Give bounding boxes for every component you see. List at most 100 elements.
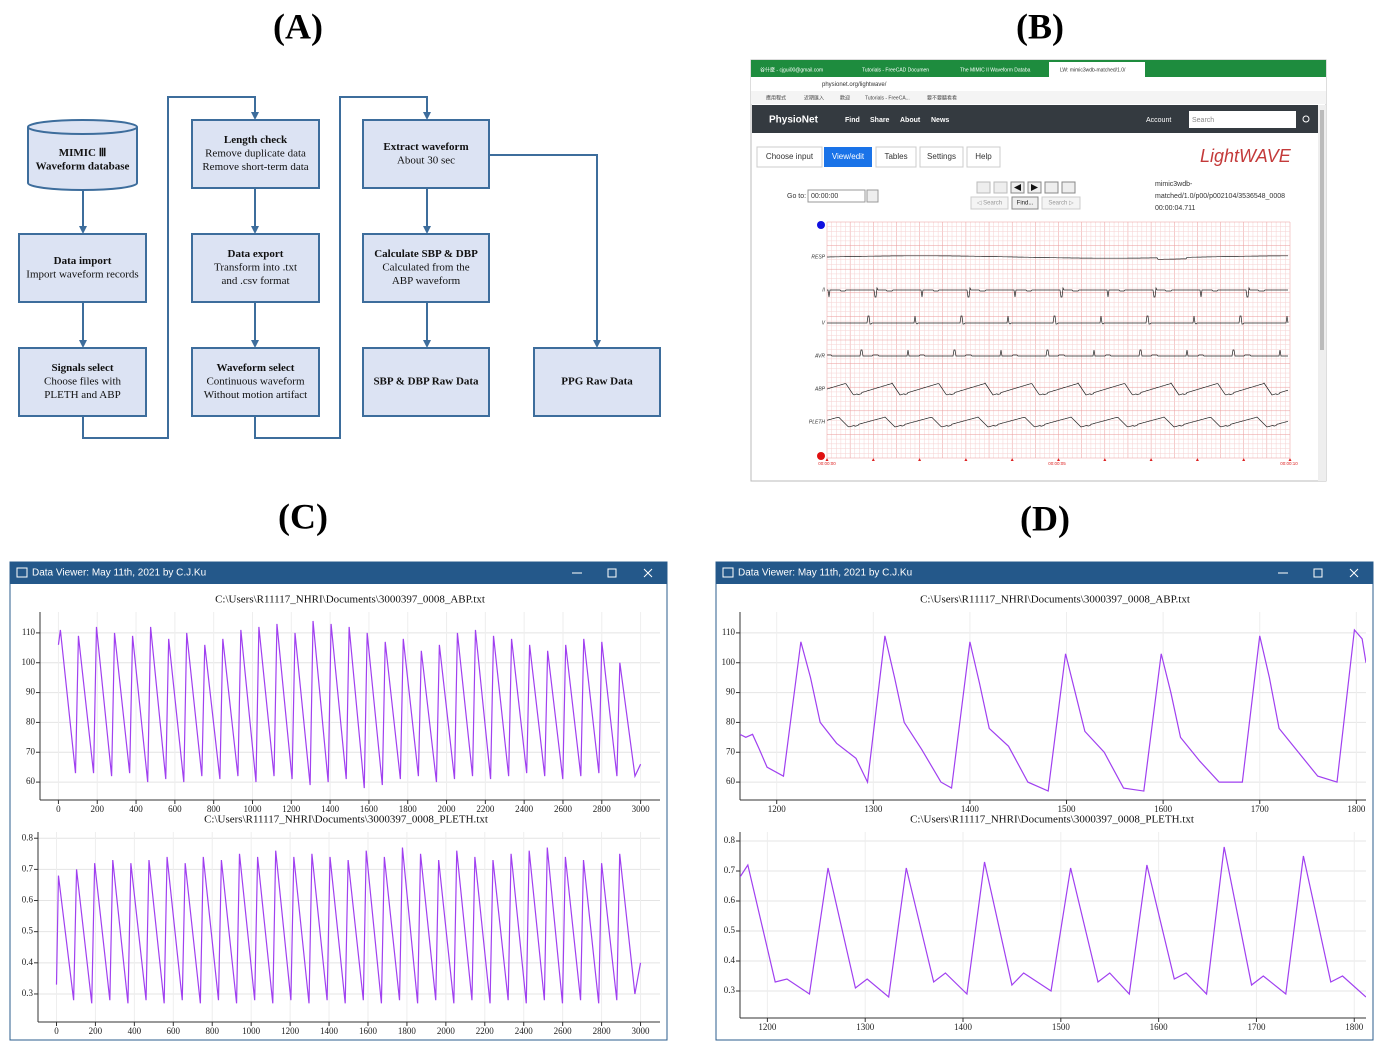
view-tab-label[interactable]: Choose input [766,152,814,161]
y-tick-label: 100 [722,657,736,667]
x-tick-label: 1800 [398,1026,417,1036]
x-tick-label: 600 [167,1026,181,1036]
x-tick-label: 1200 [281,1026,300,1036]
browser-tab[interactable]: 谷什麼 - cjgui00@gmail.com [760,66,823,73]
viewer-window: Data Viewer: May 11th, 2021 by C.J.Ku [716,562,1373,1040]
y-tick-label: 0.6 [22,895,34,905]
node-text: Import waveform records [26,268,138,280]
x-tick-label: 2000 [437,1026,456,1036]
tab-strip [751,60,1326,77]
signal-label: AVR [814,353,825,359]
node-text: Calculated from the [382,262,469,274]
y-tick-label: 0.6 [724,895,736,905]
x-tick-label: 3000 [632,1026,651,1036]
y-tick-label: 0.8 [724,835,736,845]
goto-label: Go to: [787,193,806,200]
x-tick-label: 3000 [632,804,651,814]
time-label: 00:00:10 [1280,461,1298,466]
viewer-window: Data Viewer: May 11th, 2021 by C.J.Ku [10,562,667,1040]
panel-label: (C) [278,496,328,536]
panel-label: (D) [1020,498,1070,538]
y-tick-label: 110 [722,627,736,637]
bookmark[interactable]: 應用程式 [766,94,786,101]
x-tick-label: 1800 [1345,1022,1364,1032]
x-tick-label: 1700 [1251,804,1270,814]
time-label: 00:00:05 [1048,461,1066,466]
node-text: and .csv format [221,275,289,287]
bookmark[interactable]: 要不要聽看看 [927,94,957,101]
browser-window: 谷什麼 - cjgui00@gmail.com Tutorials - Free… [751,60,1326,481]
node-title: Data import [54,255,112,267]
signal-label: PLETH [809,419,826,425]
node-text: Choose files with [44,376,121,388]
node-title: Length check [224,134,288,146]
y-tick-label: 80 [26,716,36,726]
browser-tab[interactable]: LW: mimic3wdb-matched/1.0/ [1060,67,1126,73]
browser-tab[interactable]: Tutorials - FreeCAD Documen [862,67,929,73]
url[interactable]: physionet.org/lightwave/ [822,82,887,88]
bookmark[interactable]: 近期匯入 [804,94,824,101]
node-text: About 30 sec [397,154,455,166]
view-tab-label[interactable]: Settings [927,152,956,161]
node-text: Remove duplicate data [205,148,306,160]
x-tick-label: 1600 [359,1026,378,1036]
scroll-thumb[interactable] [1320,110,1324,350]
signal-label: ABP [814,386,826,392]
window-frame [10,562,667,1040]
window-title: Data Viewer: May 11th, 2021 by C.J.Ku [738,568,912,579]
view-tab-label[interactable]: Tables [884,152,907,161]
bookmark[interactable]: 歡迎 [840,94,850,101]
x-tick-label: 200 [90,804,104,814]
nav-link[interactable]: Share [870,117,890,124]
nav-link[interactable]: News [931,117,949,124]
x-tick-label: 1000 [242,1026,261,1036]
nav-button[interactable] [977,182,990,193]
nav-button[interactable] [1045,182,1058,193]
y-tick-label: 0.3 [724,985,736,995]
y-tick-label: 70 [26,746,36,756]
database-top [28,120,137,134]
nav-button[interactable] [1062,182,1075,193]
brand[interactable]: PhysioNet [769,115,819,126]
record-name: mimic3wdb- [1155,181,1193,188]
button-label[interactable]: Find... [1017,201,1034,207]
figure: (A) (B) (C) (D) MIMIC ⅢWaveform database… [0,0,1378,1042]
view-tab-label[interactable]: Help [975,152,992,161]
node-title: Data export [228,248,284,260]
browser-tab[interactable]: The MIMIC II Waveform Databa [960,67,1031,73]
node-text: Without motion artifact [204,389,307,401]
goto-button[interactable] [867,190,878,202]
node-text: Remove short-term data [202,161,308,173]
y-tick-label: 0.5 [724,925,736,935]
button-label[interactable]: Search ▷ [1048,201,1074,207]
goto-value[interactable]: 00:00:00 [811,193,838,200]
node-text: PLETH and ABP [44,389,120,401]
x-tick-label: 0 [56,804,61,814]
bookmarks-bar [751,91,1326,104]
x-tick-label: 1800 [1347,804,1366,814]
y-tick-label: 90 [26,687,36,697]
x-tick-label: 2400 [515,804,534,814]
panel-label: (B) [1016,6,1064,46]
panel-label: (A) [273,6,323,46]
x-tick-label: 1300 [856,1022,875,1032]
node-title: Extract waveform [383,141,468,153]
node-title: Signals select [51,362,113,374]
nav-link[interactable]: Find [845,117,860,124]
end-marker[interactable] [817,452,825,460]
y-tick-label: 0.8 [22,832,34,842]
view-tab-label[interactable]: View/edit [832,152,865,161]
window-title: Data Viewer: May 11th, 2021 by C.J.Ku [32,568,206,579]
bookmark[interactable]: Tutorials - FreeCA... [865,95,910,101]
nav-link[interactable]: About [900,117,921,124]
chart-title: C:\Users\R11117_NHRI\Documents\3000397_0… [215,594,485,606]
account-menu[interactable]: Account [1146,117,1171,124]
y-tick-label: 0.7 [724,865,736,875]
x-tick-label: 2800 [593,1026,612,1036]
button-label[interactable]: ◁ Search [977,201,1002,207]
start-marker[interactable] [817,221,825,229]
x-tick-label: 600 [168,804,182,814]
nav-button[interactable] [994,182,1007,193]
chart-title: C:\Users\R11117_NHRI\Documents\3000397_0… [910,814,1194,826]
y-tick-label: 60 [26,776,36,786]
